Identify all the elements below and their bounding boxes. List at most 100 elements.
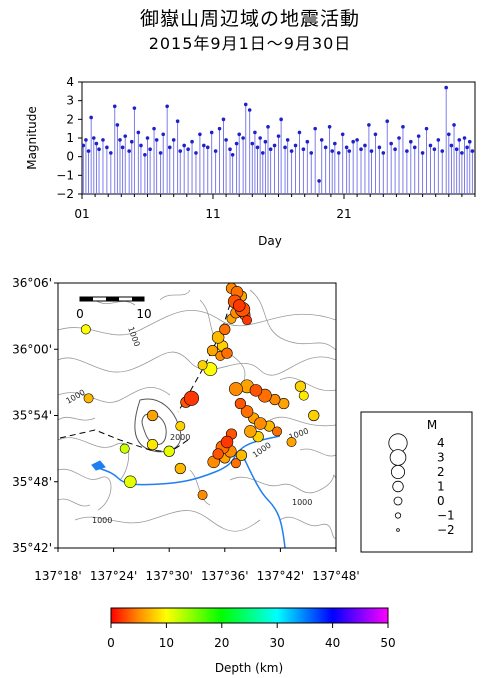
magnitude-point xyxy=(255,145,260,150)
magnitude-point xyxy=(84,138,88,142)
magnitude-point xyxy=(460,151,464,155)
magnitude-point xyxy=(393,147,397,151)
magnitude-point xyxy=(336,151,341,155)
epicenter-marker xyxy=(219,323,231,335)
magnitude-point xyxy=(253,130,257,135)
magnitude-point xyxy=(301,147,306,151)
lon-tick-label: 137°36' xyxy=(201,569,248,583)
magnitude-point xyxy=(154,138,159,142)
lon-tick-label: 137°42' xyxy=(257,569,304,583)
magnitude-point xyxy=(416,134,421,138)
magnitude-point xyxy=(385,119,390,123)
legend-symbol xyxy=(392,480,404,493)
magnitude-y-ticks: −2 −1 0 1 2 3 4 xyxy=(56,75,82,201)
magnitude-point xyxy=(285,138,290,142)
epicenter-marker xyxy=(119,443,130,454)
page-subtitle: 2015年9月1日〜9月30日 xyxy=(148,34,352,53)
magnitude-point xyxy=(86,149,91,153)
map-scale-bar: 0 10 xyxy=(76,296,152,321)
magnitude-point xyxy=(333,141,337,146)
magnitude-point xyxy=(447,132,451,137)
magnitude-point xyxy=(234,141,239,146)
magnitude-point xyxy=(182,143,186,148)
lon-tick-label: 137°24' xyxy=(90,569,137,583)
magnitude-point xyxy=(148,147,152,151)
magnitude-point xyxy=(470,149,475,153)
epicenter-marker xyxy=(272,426,283,437)
magnitude-point xyxy=(465,145,469,150)
epicenter-marker xyxy=(294,380,307,392)
magnitude-point xyxy=(171,138,176,142)
epicenter-marker xyxy=(233,299,246,312)
magnitude-point xyxy=(118,138,122,142)
magnitude-point xyxy=(279,117,283,122)
magnitude-point xyxy=(351,139,355,144)
magnitude-point xyxy=(305,139,310,144)
y-tick-label: 3 xyxy=(66,94,74,108)
magnitude-point xyxy=(344,145,349,150)
magnitude-point xyxy=(101,138,105,142)
magnitude-point xyxy=(175,119,180,123)
y-tick-label: −1 xyxy=(56,168,74,182)
magnitude-point xyxy=(109,151,113,155)
lat-tick-label: 36°06' xyxy=(12,276,52,290)
colorbar-tick-label: 10 xyxy=(159,636,174,650)
magnitude-point xyxy=(389,141,393,146)
epicenter-marker xyxy=(254,417,267,430)
colorbar-tick-label: 0 xyxy=(107,636,115,650)
y-tick-label: −2 xyxy=(56,187,74,201)
magnitude-point xyxy=(330,149,335,153)
magnitude-point xyxy=(428,143,433,148)
magnitude-point xyxy=(145,136,150,140)
magnitude-point xyxy=(440,149,445,153)
legend-entry-label: −2 xyxy=(437,523,455,537)
colorbar-tick-label: 20 xyxy=(214,636,229,650)
scale-bar-start-label: 0 xyxy=(76,307,84,321)
epicenter-marker xyxy=(146,439,159,451)
magnitude-point xyxy=(129,139,134,144)
epicenter-marker xyxy=(175,421,186,432)
magnitude-point xyxy=(217,126,222,131)
epicenter-marker xyxy=(286,437,297,447)
magnitude-point xyxy=(397,136,401,140)
lat-tick-label: 36°00' xyxy=(12,342,52,356)
x-tick-label: 21 xyxy=(336,207,351,221)
magnitude-point xyxy=(432,147,437,151)
magnitude-point xyxy=(319,138,324,142)
magnitude-point xyxy=(313,126,317,131)
magnitude-point xyxy=(276,134,281,138)
magnitude-point xyxy=(454,147,459,151)
lat-tick-label: 35°42' xyxy=(12,541,52,555)
magnitude-point xyxy=(462,136,467,140)
colorbar-gradient xyxy=(110,607,389,624)
magnitude-point xyxy=(359,147,363,151)
lon-tick-label: 137°18' xyxy=(34,569,81,583)
legend-frame xyxy=(360,411,473,553)
magnitude-point xyxy=(91,136,96,140)
map-longitude-ticks: 137°18' 137°24' 137°30' 137°36' 137°42' 137°4… xyxy=(34,548,360,583)
epicenter-marker xyxy=(308,409,320,422)
epicenter-marker xyxy=(234,397,246,410)
magnitude-x-axis-label: Day xyxy=(258,234,282,248)
legend-entry-label: −1 xyxy=(437,509,455,523)
rivers xyxy=(91,435,286,548)
legend-entry-label: 3 xyxy=(437,451,445,465)
epicenter-marker xyxy=(229,382,243,396)
magnitude-point xyxy=(190,139,194,144)
magnitude-point xyxy=(289,149,294,153)
magnitude-point xyxy=(115,123,120,127)
map-background xyxy=(58,283,336,548)
magnitude-point xyxy=(97,147,101,151)
magnitude-point xyxy=(467,139,472,144)
magnitude-y-axis-label: Magnitude xyxy=(25,106,39,170)
magnitude-point xyxy=(228,147,232,151)
epicenter-marker xyxy=(230,458,241,469)
magnitude-point xyxy=(152,126,156,131)
magnitude-point xyxy=(405,149,409,153)
epicenter-marker xyxy=(124,475,137,488)
magnitude-point xyxy=(409,139,413,144)
magnitude-point xyxy=(323,145,328,150)
